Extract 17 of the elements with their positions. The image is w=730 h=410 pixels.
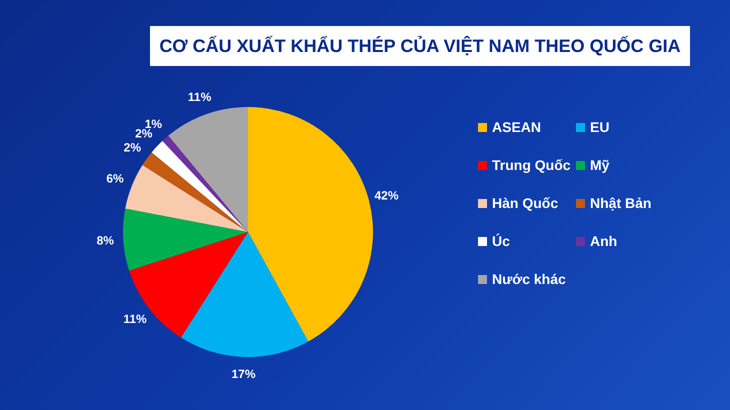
legend-label: Anh [590,233,618,249]
data-label: 11% [188,90,212,104]
legend-label: EU [590,119,610,135]
chart-title: CƠ CẤU XUẤT KHẨU THÉP CỦA VIỆT NAM THEO QUỐC GIA [150,26,690,66]
legend-label: Hàn Quốc [492,195,558,211]
data-label: 11% [123,312,148,326]
data-label: 17% [231,367,256,382]
data-label: 8% [96,233,114,248]
data-label: 42% [374,188,399,203]
legend-label: Nhật Bản [590,195,652,211]
legend-label: Trung Quốc [492,157,571,173]
data-label: 2% [124,140,142,154]
legend-label: Úc [492,233,510,249]
data-label: 6% [106,172,124,186]
legend-label: Mỹ [590,157,610,173]
legend-label: Nước khác [492,271,566,287]
legend-label: ASEAN [492,119,542,135]
